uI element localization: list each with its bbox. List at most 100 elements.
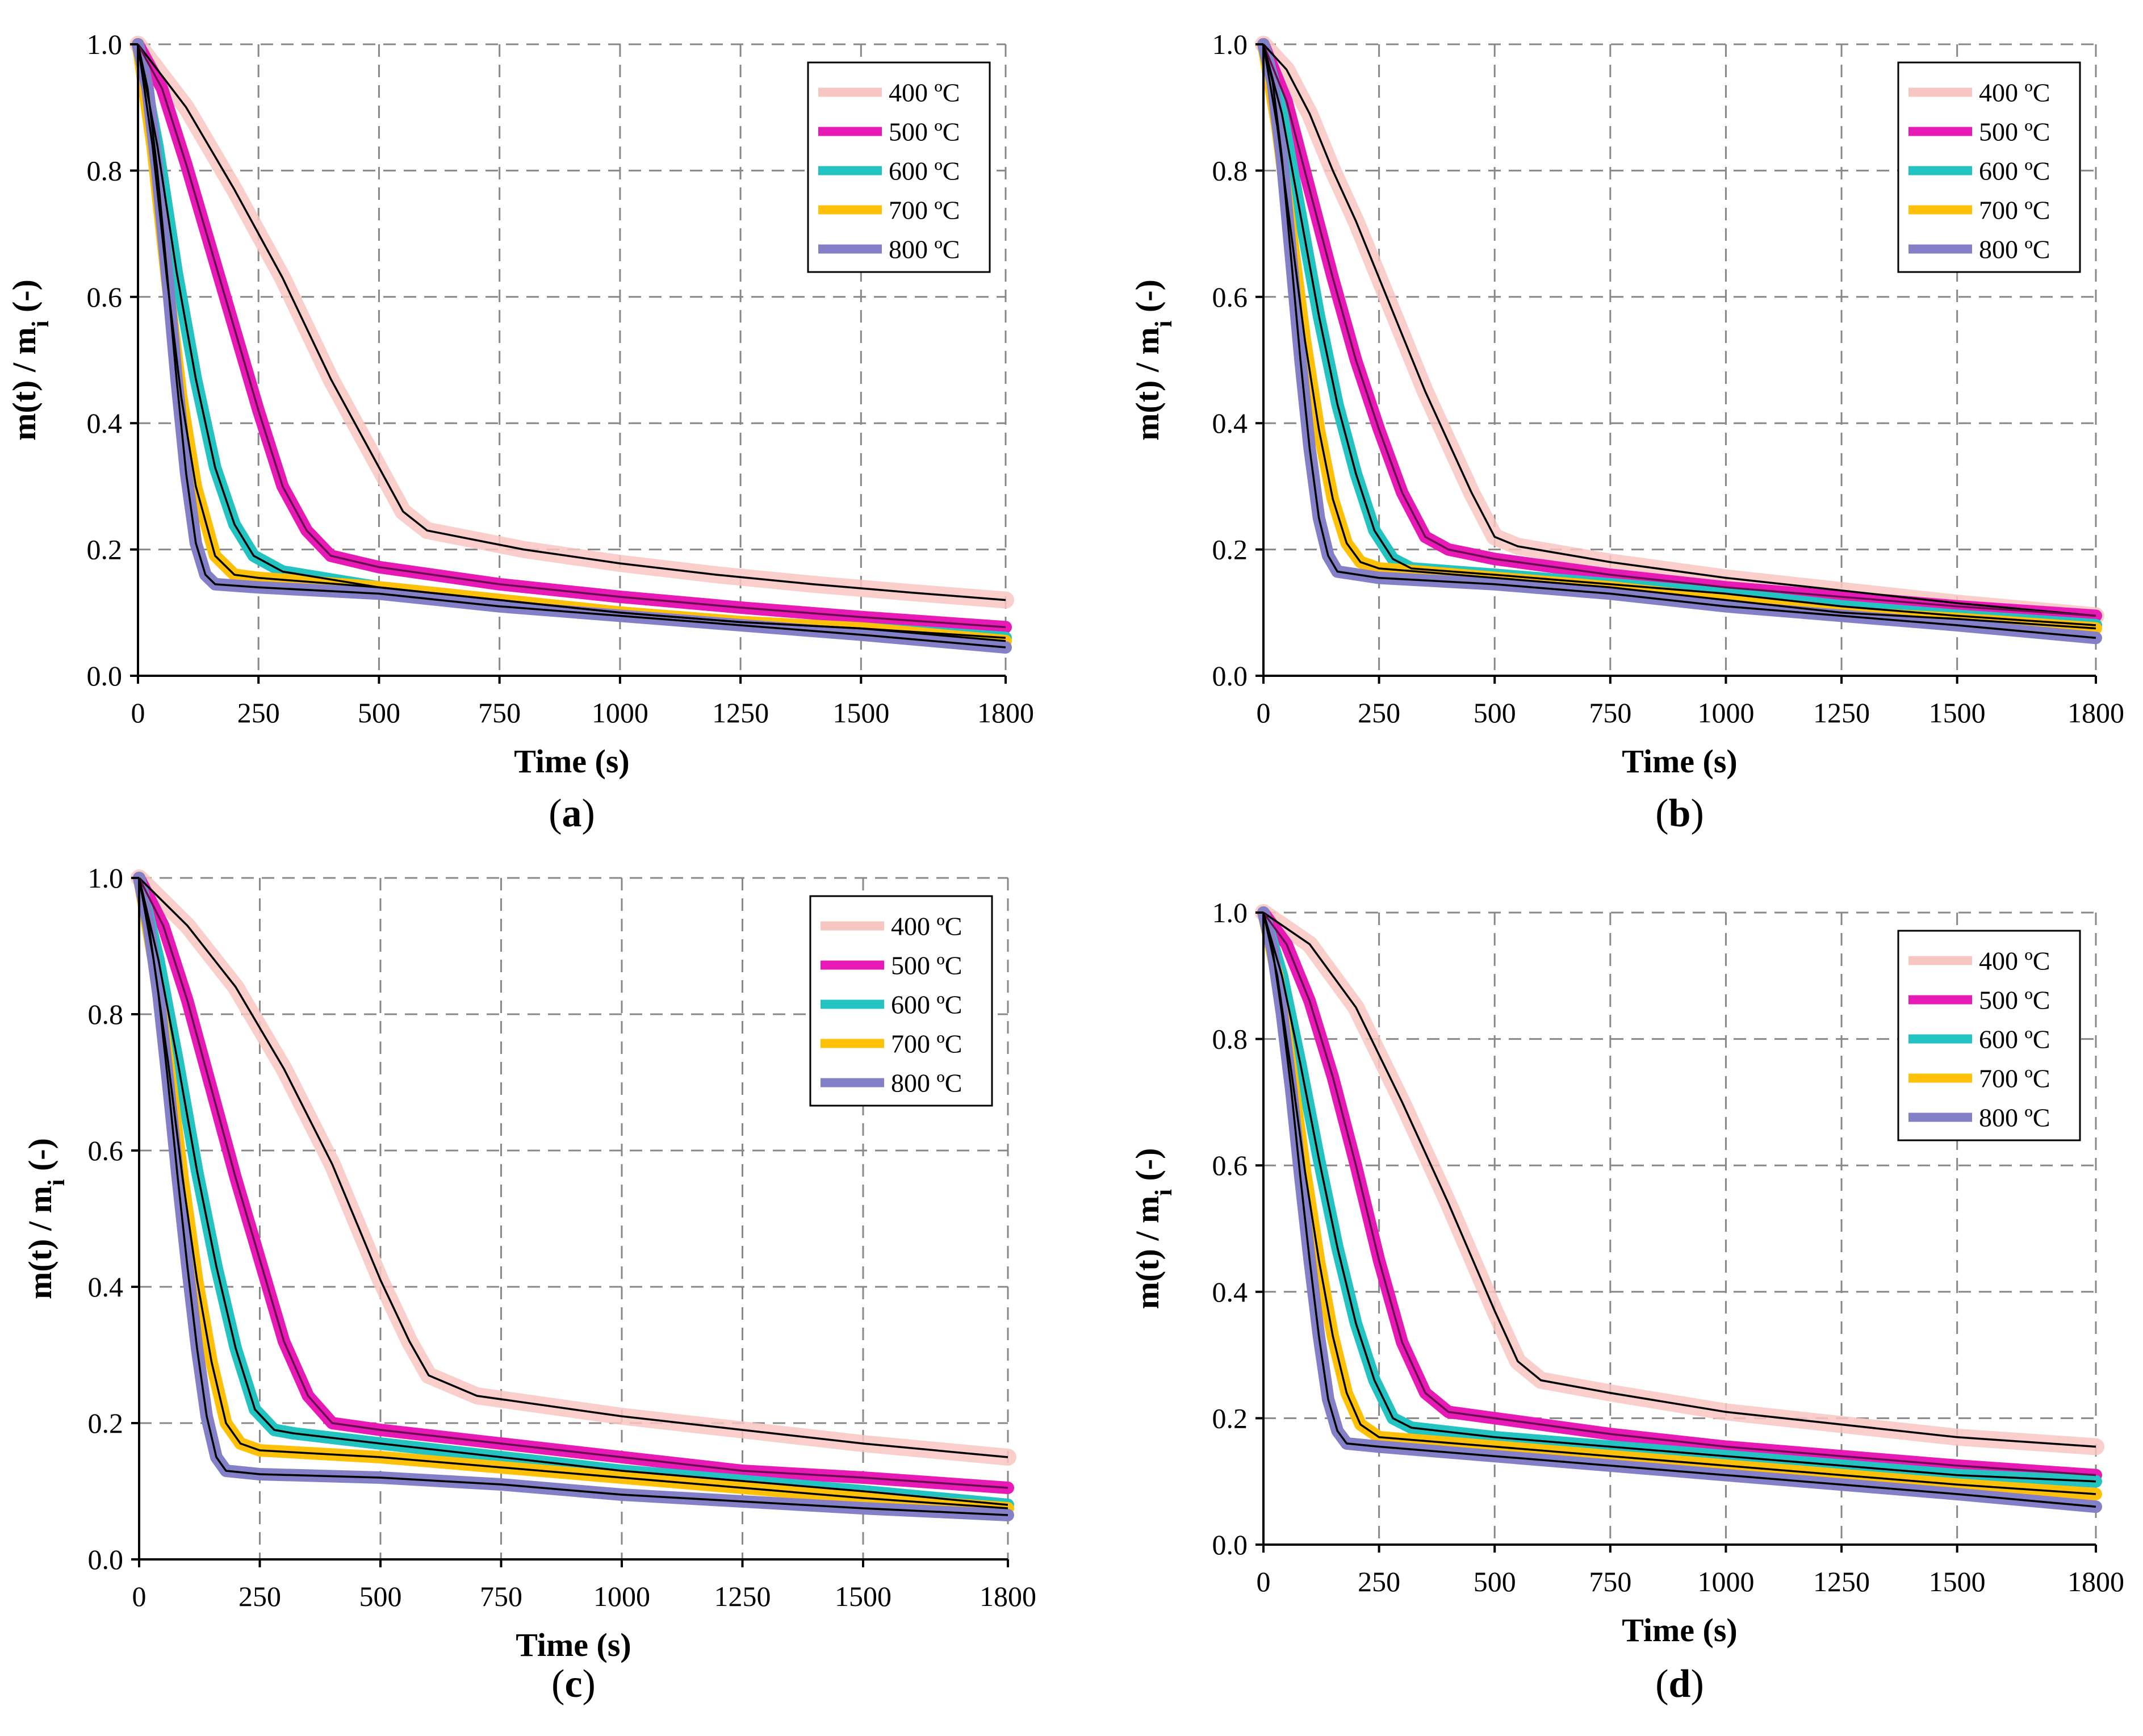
y-tick-label: 0.6: [88, 1135, 124, 1166]
legend-entry: 800 ºC: [1979, 1103, 2050, 1132]
legend-entry: 500 ºC: [889, 118, 960, 147]
legend-entry: 400 ºC: [1979, 78, 2050, 107]
x-axis-title: Time (s): [516, 1626, 631, 1663]
y-tick-label: 1.0: [1212, 897, 1248, 928]
fit-line-700C: [138, 877, 1008, 1509]
x-tick-label: 500: [1474, 1566, 1516, 1597]
y-tick-label: 0.2: [1212, 534, 1248, 566]
x-tick-label: 250: [238, 1580, 281, 1612]
legend-entry: 700 ºC: [891, 1030, 962, 1059]
x-tick-label: 1800: [2067, 697, 2124, 729]
y-tick-label: 0.2: [88, 1407, 124, 1439]
legend-entry: 600 ºC: [1979, 157, 2050, 186]
x-tick-label: 750: [480, 1580, 522, 1612]
panel-label: (a): [549, 792, 595, 835]
y-tick-label: 0.8: [87, 154, 123, 186]
legend-entry: 600 ºC: [1979, 1025, 2050, 1054]
y-tick-label: 0.0: [1212, 660, 1248, 692]
y-axis-title: m(t) / mi (-): [1129, 1148, 1177, 1310]
legend-entry: 700 ºC: [1979, 1064, 2050, 1093]
legend-entry: 800 ºC: [891, 1069, 962, 1098]
legend: 400 ºC 500 ºC 600 ºC 700 ºC 800 ºC: [1897, 930, 2081, 1141]
y-tick-label: 0.2: [1212, 1402, 1248, 1434]
x-tick-label: 0: [132, 1580, 147, 1612]
y-tick-label: 0.4: [1212, 1276, 1248, 1308]
x-tick-label: 750: [1589, 1566, 1631, 1597]
y-tick-label: 0.2: [87, 534, 123, 566]
y-axis-title: m(t) / mi (-): [22, 1138, 70, 1299]
y-tick-label: 0.0: [87, 660, 123, 692]
legend-entry: 700 ºC: [889, 196, 960, 225]
legend-entry: 400 ºC: [1979, 947, 2050, 976]
fit-line-700C: [1262, 912, 2096, 1495]
fit-line-600C: [1262, 912, 2096, 1483]
chart-panel-b: 0 250 500 750 1000 1250 1500 1800 0.0 0.2 0.4 0.6 0.…: [1129, 28, 2124, 835]
legend-entry: 600 ºC: [891, 990, 962, 1019]
y-tick-label: 0.0: [1212, 1529, 1248, 1561]
x-tick-label: 1250: [714, 1580, 771, 1612]
fit-line-500C: [1262, 44, 2096, 617]
x-axis-title: Time (s): [1622, 1612, 1738, 1649]
y-tick-label: 0.4: [88, 1271, 124, 1303]
x-tick-label: 1800: [980, 1580, 1036, 1612]
y-tick-label: 0.0: [88, 1543, 124, 1575]
x-tick-label: 250: [237, 697, 280, 729]
fit-line-400C: [1262, 43, 2096, 617]
fit-line-800C: [1262, 44, 2096, 639]
x-tick-label: 1500: [832, 697, 889, 729]
x-tick-label: 1250: [1813, 697, 1870, 729]
panel-label: (c): [551, 1662, 596, 1706]
x-tick-label: 1250: [1813, 1566, 1870, 1597]
panel-label: (b): [1655, 792, 1704, 835]
chart-panel-d: 0 250 500 750 1000 1250 1500 1800 0.0 0.2 0.4 0.6 0.…: [1129, 897, 2124, 1706]
y-tick-label: 1.0: [1212, 28, 1248, 60]
x-tick-label: 1800: [977, 697, 1034, 729]
legend-entry: 400 ºC: [889, 78, 960, 107]
legend-entry: 400 ºC: [891, 912, 962, 941]
y-tick-label: 0.6: [87, 281, 123, 313]
x-tick-label: 1000: [1697, 697, 1754, 729]
x-tick-label: 1250: [712, 697, 769, 729]
legend-entry: 500 ºC: [1979, 118, 2050, 147]
x-tick-label: 1000: [592, 697, 648, 729]
legend-entry: 800 ºC: [1979, 235, 2050, 264]
panel-label: (d): [1655, 1662, 1704, 1706]
legend-entry: 600 ºC: [889, 157, 960, 186]
x-tick-label: 1500: [835, 1580, 891, 1612]
x-tick-label: 750: [1589, 697, 1631, 729]
x-tick-label: 0: [1257, 1566, 1271, 1597]
legend: 400 ºC 500 ºC 600 ºC 700 ºC 800 ºC: [1897, 61, 2081, 273]
y-tick-label: 0.8: [88, 998, 124, 1030]
x-tick-label: 250: [1358, 697, 1400, 729]
y-axis-title: m(t) / mi (-): [1129, 279, 1177, 441]
x-tick-label: 500: [359, 1580, 402, 1612]
fit-line-400C: [137, 43, 1006, 601]
x-tick-label: 1000: [1697, 1566, 1754, 1597]
fit-line-800C: [138, 877, 1008, 1516]
x-axis-title: Time (s): [514, 743, 630, 780]
y-tick-label: 1.0: [87, 28, 123, 60]
x-tick-label: 0: [131, 697, 145, 729]
x-tick-label: 1500: [1929, 697, 1986, 729]
chart-panel-a: 0 250 500 750 1000 1250 1500 1800 0.0 0.2 0.4 0.6 0.…: [6, 28, 1034, 835]
x-tick-label: 750: [478, 697, 521, 729]
legend: 400 ºC 500 ºC 600 ºC 700 ºC 800 ºC: [809, 895, 993, 1107]
x-tick-label: 500: [1474, 697, 1516, 729]
y-tick-label: 1.0: [88, 862, 124, 894]
legend: 400 ºC 500 ºC 600 ºC 700 ºC 800 ºC: [807, 61, 991, 273]
y-tick-label: 0.6: [1212, 281, 1248, 313]
legend-entry: 500 ºC: [1979, 986, 2050, 1015]
x-tick-label: 500: [358, 697, 400, 729]
x-tick-label: 1800: [2067, 1566, 2124, 1597]
fit-line-400C: [138, 877, 1008, 1458]
y-tick-label: 0.4: [87, 407, 123, 439]
fit-line-600C: [138, 877, 1008, 1506]
legend-entry: 500 ºC: [891, 951, 962, 980]
y-tick-label: 0.8: [1212, 1023, 1248, 1055]
legend-entry: 700 ºC: [1979, 196, 2050, 225]
fit-line-600C: [1262, 44, 2096, 626]
y-tick-label: 0.6: [1212, 1149, 1248, 1181]
x-tick-label: 1500: [1929, 1566, 1986, 1597]
fit-line-500C: [1262, 911, 2096, 1476]
